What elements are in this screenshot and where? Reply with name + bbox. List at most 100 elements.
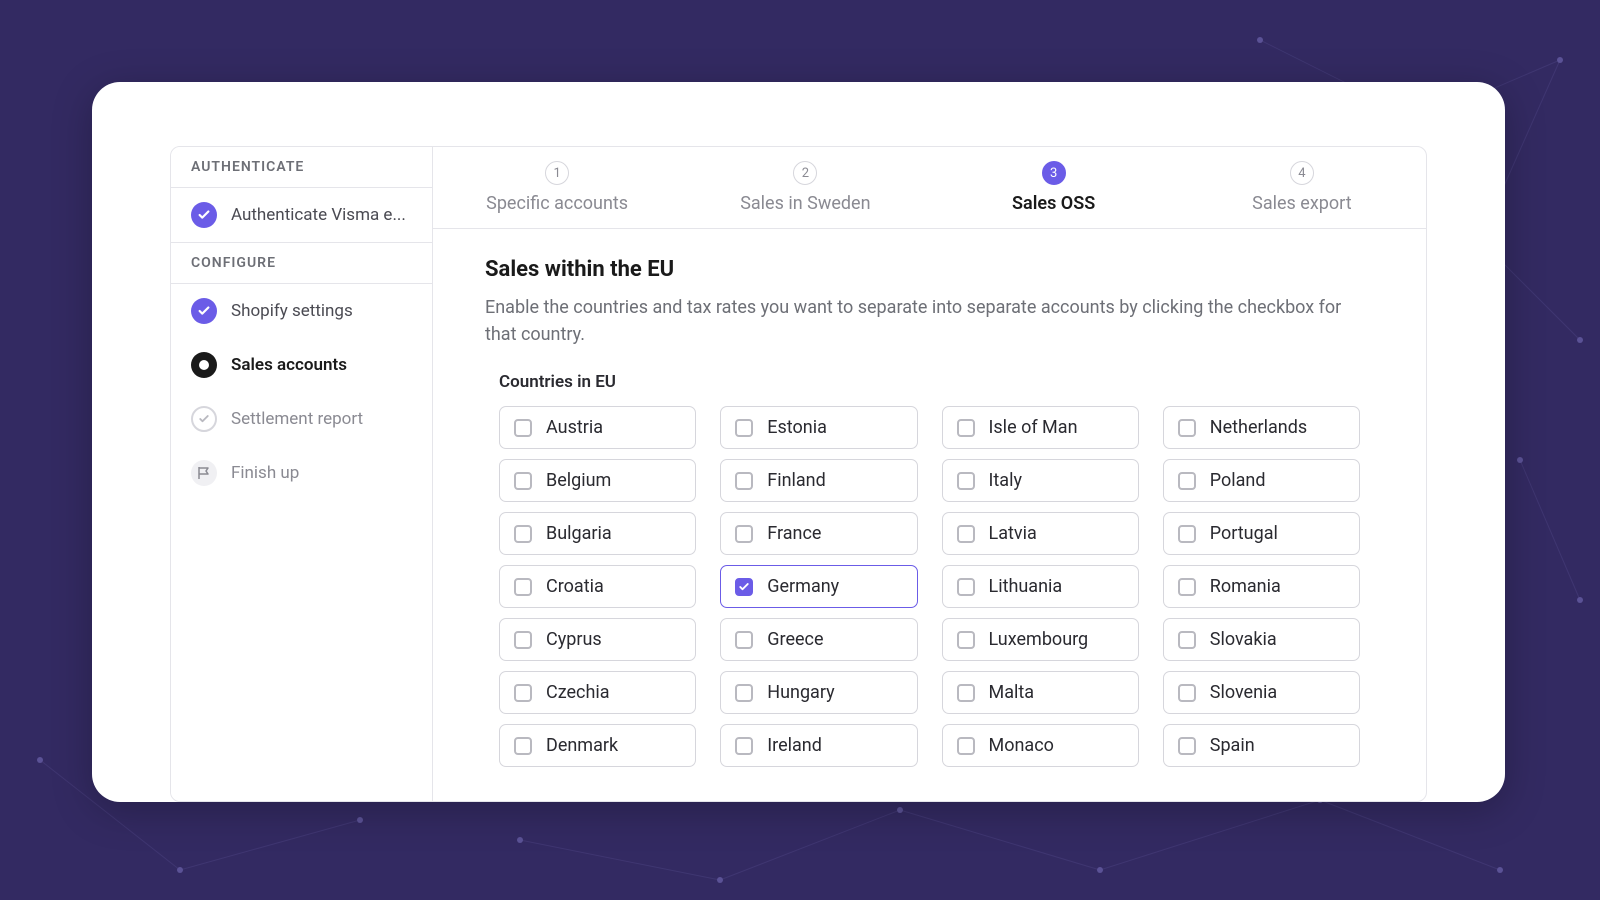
- checkbox[interactable]: [957, 578, 975, 596]
- country-name-label: Netherlands: [1210, 417, 1307, 438]
- country-option-monaco[interactable]: Monaco: [942, 724, 1139, 767]
- checkbox[interactable]: [1178, 684, 1196, 702]
- country-option-poland[interactable]: Poland: [1163, 459, 1360, 502]
- checkbox[interactable]: [957, 737, 975, 755]
- sidebar-item-label: Settlement report: [231, 409, 363, 429]
- country-option-latvia[interactable]: Latvia: [942, 512, 1139, 555]
- country-option-slovenia[interactable]: Slovenia: [1163, 671, 1360, 714]
- country-option-france[interactable]: France: [720, 512, 917, 555]
- checkbox[interactable]: [957, 631, 975, 649]
- step-sales-export[interactable]: 4Sales export: [1178, 161, 1426, 214]
- checkbox[interactable]: [735, 419, 753, 437]
- country-option-italy[interactable]: Italy: [942, 459, 1139, 502]
- checkbox[interactable]: [735, 525, 753, 543]
- checkbox[interactable]: [1178, 525, 1196, 543]
- sidebar-item-label: Finish up: [231, 463, 299, 483]
- country-name-label: Monaco: [989, 735, 1054, 756]
- country-name-label: Belgium: [546, 470, 611, 491]
- flag-icon: [196, 465, 212, 481]
- country-option-estonia[interactable]: Estonia: [720, 406, 917, 449]
- country-name-label: Germany: [767, 576, 839, 597]
- sidebar-section-header: CONFIGURE: [171, 243, 432, 284]
- country-option-greece[interactable]: Greece: [720, 618, 917, 661]
- country-option-netherlands[interactable]: Netherlands: [1163, 406, 1360, 449]
- country-option-lithuania[interactable]: Lithuania: [942, 565, 1139, 608]
- step-sales-oss[interactable]: 3Sales OSS: [930, 161, 1178, 214]
- country-name-label: Ireland: [767, 735, 822, 756]
- checkbox[interactable]: [514, 419, 532, 437]
- country-option-hungary[interactable]: Hungary: [720, 671, 917, 714]
- checkbox[interactable]: [514, 578, 532, 596]
- main-panel: AUTHENTICATEAuthenticate Visma e...CONFI…: [92, 82, 1505, 802]
- sidebar-item-label: Sales accounts: [231, 355, 347, 375]
- country-name-label: Malta: [989, 682, 1035, 703]
- country-name-label: France: [767, 523, 821, 544]
- country-option-finland[interactable]: Finland: [720, 459, 917, 502]
- checkbox[interactable]: [957, 472, 975, 490]
- country-option-luxembourg[interactable]: Luxembourg: [942, 618, 1139, 661]
- checkbox[interactable]: [514, 631, 532, 649]
- checkbox[interactable]: [957, 684, 975, 702]
- checkbox[interactable]: [514, 737, 532, 755]
- country-option-germany[interactable]: Germany: [720, 565, 917, 608]
- country-name-label: Lithuania: [989, 576, 1063, 597]
- sidebar-item-shopify-settings[interactable]: Shopify settings: [171, 284, 432, 338]
- checkbox[interactable]: [514, 684, 532, 702]
- country-name-label: Romania: [1210, 576, 1281, 597]
- country-name-label: Portugal: [1210, 523, 1278, 544]
- checkbox[interactable]: [1178, 578, 1196, 596]
- checkbox[interactable]: [735, 578, 753, 596]
- checkbox[interactable]: [735, 684, 753, 702]
- country-name-label: Finland: [767, 470, 826, 491]
- sidebar-item-authenticate-visma-e[interactable]: Authenticate Visma e...: [171, 188, 432, 243]
- checkbox[interactable]: [1178, 419, 1196, 437]
- country-option-slovakia[interactable]: Slovakia: [1163, 618, 1360, 661]
- country-name-label: Greece: [767, 629, 823, 650]
- app-frame: AUTHENTICATEAuthenticate Visma e...CONFI…: [170, 146, 1427, 802]
- sidebar-item-settlement-report[interactable]: Settlement report: [171, 392, 432, 446]
- step-sales-in-sweden[interactable]: 2 Sales in Sweden: [681, 161, 929, 214]
- country-name-label: Estonia: [767, 417, 827, 438]
- country-name-label: Austria: [546, 417, 603, 438]
- sidebar-item-label: Authenticate Visma e...: [231, 205, 406, 225]
- checkbox[interactable]: [1178, 631, 1196, 649]
- step-label: Specific accounts: [486, 193, 628, 214]
- country-option-portugal[interactable]: Portugal: [1163, 512, 1360, 555]
- checkbox[interactable]: [735, 472, 753, 490]
- country-option-ireland[interactable]: Ireland: [720, 724, 917, 767]
- country-name-label: Spain: [1210, 735, 1255, 756]
- country-option-malta[interactable]: Malta: [942, 671, 1139, 714]
- country-option-isle-of-man[interactable]: Isle of Man: [942, 406, 1139, 449]
- checkbox[interactable]: [514, 525, 532, 543]
- country-option-romania[interactable]: Romania: [1163, 565, 1360, 608]
- checkbox[interactable]: [1178, 737, 1196, 755]
- country-name-label: Slovenia: [1210, 682, 1277, 703]
- checkbox[interactable]: [957, 419, 975, 437]
- main-area: 1 Specific accounts 2 Sales in Sweden 3Sales…: [433, 147, 1426, 801]
- checkbox[interactable]: [735, 737, 753, 755]
- step-badge: 1: [545, 161, 569, 185]
- country-option-belgium[interactable]: Belgium: [499, 459, 696, 502]
- check-circle-icon: [191, 202, 217, 228]
- country-option-czechia[interactable]: Czechia: [499, 671, 696, 714]
- country-name-label: Luxembourg: [989, 629, 1089, 650]
- checkbox[interactable]: [1178, 472, 1196, 490]
- country-option-austria[interactable]: Austria: [499, 406, 696, 449]
- step-badge: 2: [793, 161, 817, 185]
- checkbox[interactable]: [735, 631, 753, 649]
- country-option-spain[interactable]: Spain: [1163, 724, 1360, 767]
- step-specific-accounts[interactable]: 1 Specific accounts: [433, 161, 681, 214]
- country-option-cyprus[interactable]: Cyprus: [499, 618, 696, 661]
- countries-label: Countries in EU: [499, 372, 1374, 392]
- country-option-croatia[interactable]: Croatia: [499, 565, 696, 608]
- country-option-bulgaria[interactable]: Bulgaria: [499, 512, 696, 555]
- step-label: Sales export: [1252, 193, 1351, 214]
- country-name-label: Hungary: [767, 682, 834, 703]
- sidebar-item-sales-accounts[interactable]: Sales accounts: [171, 338, 432, 392]
- check-icon: [198, 413, 210, 425]
- checkbox[interactable]: [957, 525, 975, 543]
- checkbox[interactable]: [514, 472, 532, 490]
- country-option-denmark[interactable]: Denmark: [499, 724, 696, 767]
- sidebar-item-finish-up[interactable]: Finish up: [171, 446, 432, 500]
- step-label: Sales in Sweden: [740, 193, 870, 214]
